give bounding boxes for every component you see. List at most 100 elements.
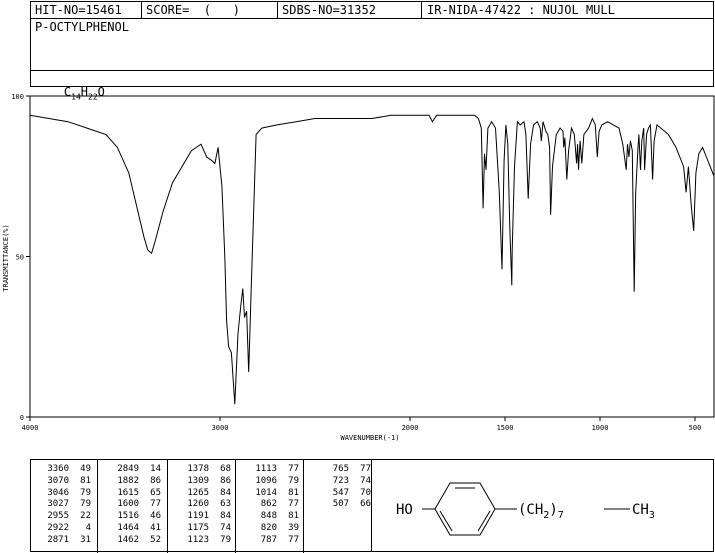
peak-transmittance: 77 [150,499,161,510]
peak-row: 787 77 [243,535,299,547]
peak-row: 1615 65 [105,488,161,500]
peak-wavenumber: 1260 [187,499,209,510]
peak-transmittance: 84 [220,487,231,498]
peak-transmittance: 79 [220,534,231,545]
peak-row: 3360 49 [35,464,91,476]
peak-wavenumber: 787 [260,534,277,545]
compound-name: P-OCTYLPHENOL [35,20,129,34]
peak-transmittance: 79 [288,475,299,486]
formula-oxygen: O [97,85,105,99]
peak-transmittance: 22 [80,511,91,522]
x-tick-label: 500 [689,424,702,432]
peak-wavenumber: 2849 [117,464,139,474]
molecular-formula: C14H22O [35,71,105,115]
peak-transmittance: 52 [150,534,161,545]
chain-close: ) [549,502,557,518]
peak-row: 1175 74 [175,523,231,535]
header-divider [421,2,422,19]
peak-transmittance: 68 [220,464,231,474]
peak-transmittance: 77 [288,499,299,510]
x-axis-label: WAVENUMBER(-1) [340,434,399,442]
formula-hydrogen-count: 22 [88,92,98,102]
structure-box: HO (CH2)7 CH3 [371,459,714,552]
peak-wavenumber: 3360 [47,464,69,474]
methyl-label: CH [632,502,649,518]
peak-transmittance: 70 [360,487,371,498]
peak-transmittance: 39 [288,522,299,533]
peak-wavenumber: 1516 [117,511,139,522]
peak-row: 547 70 [315,488,371,500]
benzene-ring [434,482,496,536]
peak-row: 765 77 [315,464,371,476]
peak-wavenumber: 765 [332,464,349,474]
sdbs-number: SDBS-NO=31352 [282,3,376,17]
peak-transmittance: 79 [80,487,91,498]
peak-row: 862 77 [243,499,299,511]
peak-row: 2955 22 [35,511,91,523]
axis-ticks: 4000 3000 2000 1500 1000 500 0 50 100 [11,93,701,432]
peak-wavenumber: 1309 [187,475,209,486]
peak-row: 1378 68 [175,464,231,476]
peak-transmittance: 49 [80,464,91,474]
peak-transmittance: 74 [360,475,371,486]
chain-open: (CH [518,502,543,518]
peak-wavenumber: 1378 [187,464,209,474]
formula-hydrogen: H [80,85,89,99]
peak-column: 765 77 723 74 547 70 507 66 [315,464,371,511]
peak-wavenumber: 1014 [255,487,277,498]
peak-transmittance: 4 [85,522,91,533]
peak-transmittance: 86 [220,475,231,486]
peak-transmittance: 77 [288,464,299,474]
plot-frame [29,95,715,418]
peak-wavenumber: 3046 [47,487,69,498]
peak-row: 1113 77 [243,464,299,476]
hit-number: HIT-NO=15461 [35,3,122,17]
structure-drawing: HO (CH2)7 CH3 [396,482,655,536]
y-axis-label: TRANSMITTANCE(%) [2,224,10,291]
peak-wavenumber: 3027 [47,499,69,510]
peak-transmittance: 81 [80,475,91,486]
peak-row: 2922 4 [35,523,91,535]
peak-transmittance: 74 [220,522,231,533]
peak-row: 3046 79 [35,488,91,500]
peak-transmittance: 86 [150,475,161,486]
peak-row: 1462 52 [105,535,161,547]
peak-transmittance: 66 [360,499,371,510]
peak-wavenumber: 507 [332,499,349,510]
benzene-double-bond [477,510,491,532]
peak-transmittance: 77 [288,534,299,545]
peak-row: 1516 46 [105,511,161,523]
peak-wavenumber: 1191 [187,511,209,522]
peak-row: 848 81 [243,511,299,523]
ir-spectrum-chart: TRANSMITTANCE(%) WAVENUMBER(-1) 4000 3000… [2,93,715,442]
x-tick-label: 4000 [22,424,39,432]
peak-row: 1265 84 [175,488,231,500]
x-tick-label: 1000 [592,424,609,432]
hydroxyl-label: HO [396,502,413,518]
peak-wavenumber: 723 [332,475,349,486]
methyl-group: CH3 [632,502,655,521]
peak-wavenumber: 1265 [187,487,209,498]
peak-column: 2849 14 1882 86 1615 65 1600 77 1516 46 1464 41 1462… [105,464,161,547]
peak-wavenumber: 820 [260,522,277,533]
x-tick-label: 2000 [402,424,419,432]
peak-table: 3360 49 3070 81 3046 79 3027 79 2955 22 2922 4 2871 3… [30,459,372,553]
peak-row: 1096 79 [243,476,299,488]
peak-row: 1464 41 [105,523,161,535]
header-divider [141,2,142,19]
peak-row: 3070 81 [35,476,91,488]
peak-column: 1378 68 1309 86 1265 84 1260 63 1191 84 1175 74 1123… [175,464,231,547]
peak-wavenumber: 862 [260,499,277,510]
peak-wavenumber: 848 [260,511,277,522]
peak-transmittance: 46 [150,511,161,522]
peak-wavenumber: 1096 [255,475,277,486]
header-divider [277,2,278,19]
benzene-double-bond [439,510,453,532]
peak-wavenumber: 1113 [255,464,277,474]
peak-row: 820 39 [243,523,299,535]
peak-transmittance: 63 [220,499,231,510]
peak-row: 1191 84 [175,511,231,523]
peak-column: 3360 49 3070 81 3046 79 3027 79 2955 22 2922 4 2871 3… [35,464,91,547]
peak-transmittance: 65 [150,487,161,498]
peak-row: 1260 63 [175,499,231,511]
